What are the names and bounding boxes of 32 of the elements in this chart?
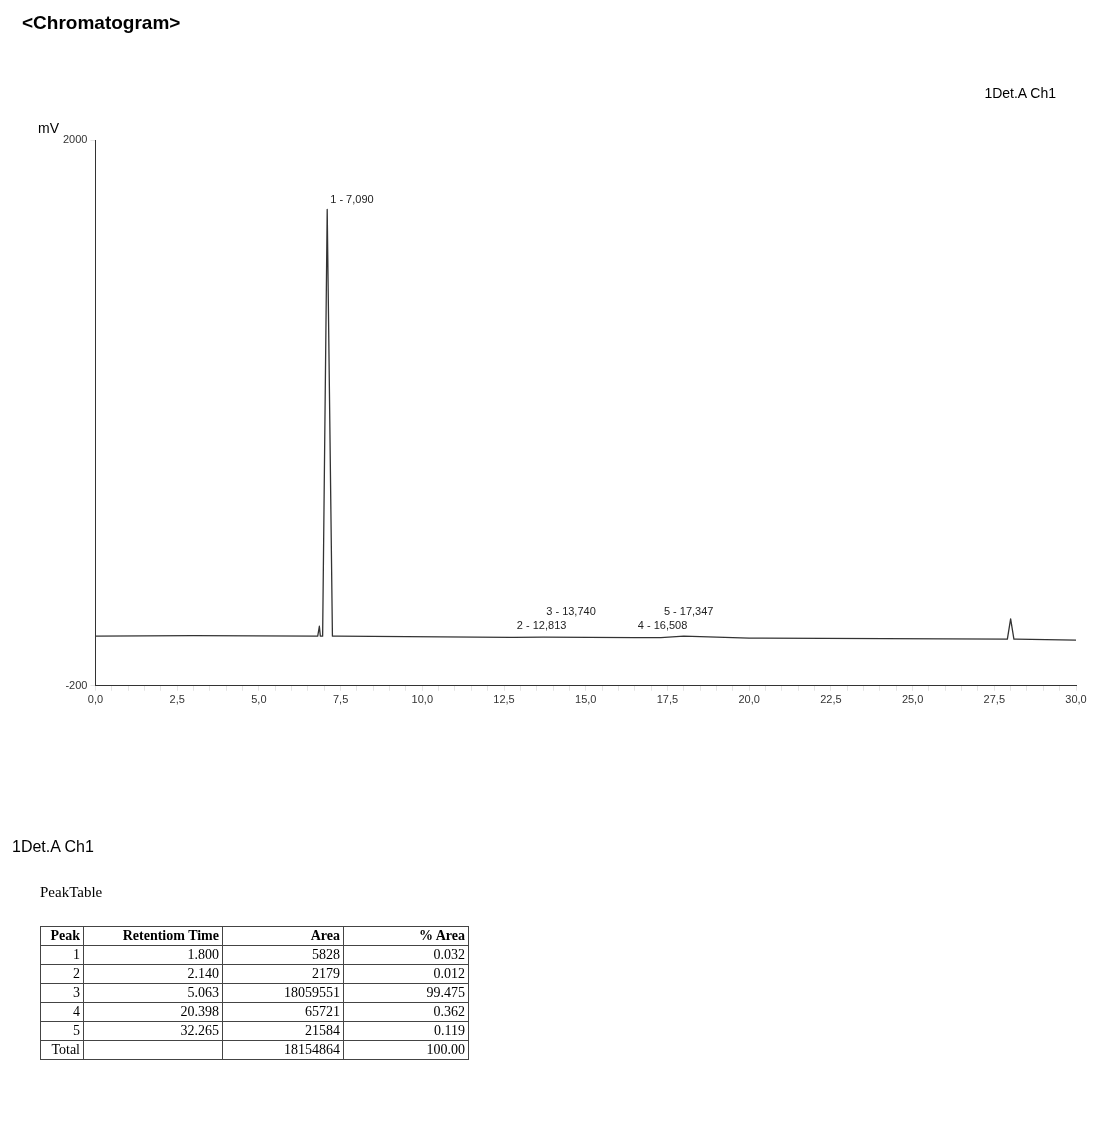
annotation: 5 - 17,347 (663, 605, 714, 618)
x-tick-label: 7,5 (332, 693, 349, 706)
x-tick-label: 0,0 (87, 693, 104, 706)
text: Peak Retentiom Time Area % Area (50, 928, 465, 943)
text: PeakTable (40, 884, 103, 901)
text: 1 1.800 5828 0.032 (73, 947, 465, 962)
text: 4 20.398 65721 0.362 (73, 1004, 465, 1019)
x-tick-label: 5,0 (251, 693, 267, 706)
text: 1Det.A Ch1 (12, 838, 94, 856)
x-tick-label: 15,0 (575, 693, 597, 706)
annotation: 1 - 7,090 (330, 193, 374, 205)
annotation: 3 - 13,740 (546, 604, 596, 617)
x-tick-label: 30,0 (1065, 693, 1087, 706)
text: 3 5.063 18059551 99.475 (73, 985, 465, 1000)
x-tick-label: 2,5 (169, 693, 185, 706)
y-tick-label: 2000 (62, 133, 88, 146)
chart-title: <Chromatogram> (22, 12, 181, 34)
x-tick-label: 22,5 (820, 693, 842, 706)
x-tick-label: 20,0 (738, 693, 760, 706)
text: 2 2.140 2179 0.012 (73, 966, 465, 981)
annotation: 4 - 16,508 (637, 619, 688, 632)
x-tick-label: 25,0 (901, 693, 924, 706)
text: 5 32.265 21584 0.119 (73, 1023, 465, 1038)
annotation: 2 - 12,813 (516, 618, 567, 631)
x-tick-label: 10,0 (411, 693, 434, 706)
x-tick-label: 27,5 (983, 693, 1005, 706)
x-tick-label: 17,5 (656, 693, 679, 706)
x-tick-label: 12,5 (493, 693, 515, 706)
y-tick-label: -200 (65, 678, 88, 691)
text: Total 18154864 100.00 (51, 1042, 465, 1057)
y-axis-title: mV (38, 120, 59, 136)
text: 1Det.A Ch1 (984, 85, 1056, 101)
